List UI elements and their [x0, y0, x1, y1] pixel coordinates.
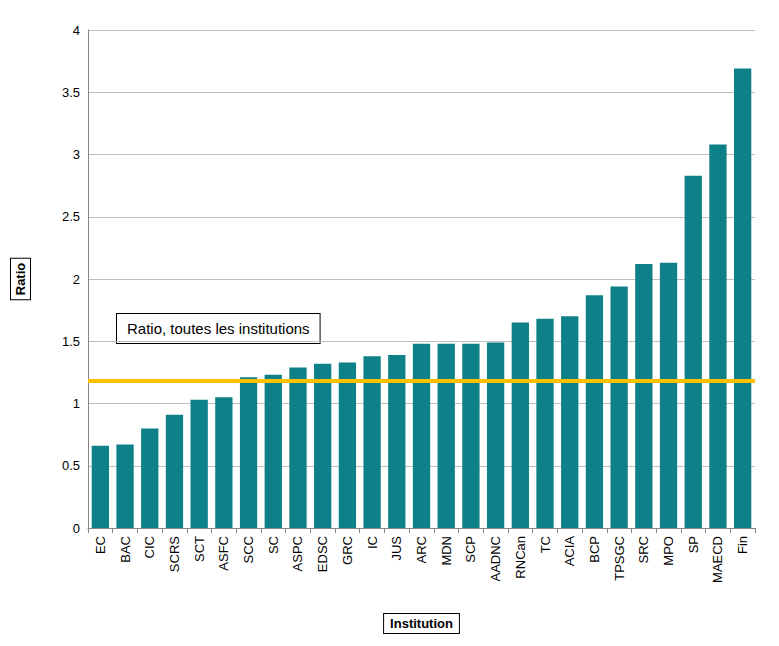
svg-text:SCP: SCP — [463, 536, 478, 563]
svg-text:1: 1 — [73, 396, 80, 411]
svg-text:MPO: MPO — [661, 536, 676, 566]
svg-text:SCRS: SCRS — [167, 536, 182, 572]
svg-text:MDN: MDN — [439, 536, 454, 566]
svg-text:SCC: SCC — [241, 536, 256, 563]
svg-text:2.5: 2.5 — [62, 209, 80, 224]
svg-text:SCT: SCT — [192, 536, 207, 562]
svg-text:MAECD: MAECD — [710, 536, 725, 583]
svg-text:2: 2 — [73, 272, 80, 287]
svg-text:TPSGC: TPSGC — [612, 536, 627, 581]
svg-text:TC: TC — [538, 536, 553, 553]
svg-text:ASFC: ASFC — [216, 536, 231, 571]
svg-text:BCP: BCP — [587, 536, 602, 563]
svg-text:ARC: ARC — [414, 536, 429, 563]
svg-text:ACIA: ACIA — [562, 536, 577, 567]
svg-text:AADNC: AADNC — [488, 536, 503, 582]
svg-text:Institution: Institution — [390, 616, 453, 631]
svg-text:Ratio: Ratio — [13, 263, 28, 296]
svg-text:SRC: SRC — [636, 536, 651, 563]
svg-text:IC: IC — [365, 536, 380, 549]
svg-text:BAC: BAC — [118, 536, 133, 563]
svg-text:RNCan: RNCan — [513, 536, 528, 579]
svg-text:1.5: 1.5 — [62, 334, 80, 349]
svg-text:EC: EC — [93, 536, 108, 554]
svg-text:3.5: 3.5 — [62, 85, 80, 100]
svg-text:SC: SC — [266, 536, 281, 554]
svg-text:0.5: 0.5 — [62, 458, 80, 473]
svg-text:Ratio, toutes les institutions: Ratio, toutes les institutions — [127, 320, 310, 337]
svg-text:4: 4 — [73, 23, 80, 38]
svg-text:GRC: GRC — [340, 536, 355, 565]
svg-text:Fin: Fin — [735, 536, 750, 554]
svg-text:JUS: JUS — [389, 536, 404, 561]
svg-text:ASPC: ASPC — [290, 536, 305, 571]
svg-text:3: 3 — [73, 147, 80, 162]
svg-text:0: 0 — [73, 521, 80, 536]
svg-text:SP: SP — [686, 536, 701, 553]
svg-text:EDSC: EDSC — [315, 536, 330, 572]
svg-text:CIC: CIC — [142, 536, 157, 558]
